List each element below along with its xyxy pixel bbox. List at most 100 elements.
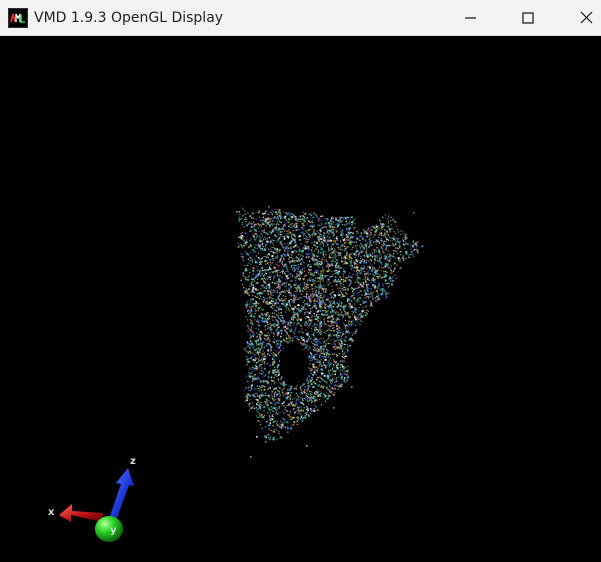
atom-point: [280, 377, 282, 379]
atom-point: [366, 268, 368, 270]
atom-point: [362, 306, 364, 309]
atom-point: [272, 294, 274, 297]
atom-point: [309, 323, 311, 326]
atom-point: [265, 344, 268, 347]
atom-point: [345, 276, 347, 278]
atom-point: [253, 226, 255, 228]
atom-point: [351, 232, 354, 234]
atom-point: [246, 397, 249, 400]
atom-point: [264, 355, 267, 357]
atom-point: [274, 247, 277, 250]
minimize-button[interactable]: [447, 0, 493, 36]
atom-point: [345, 249, 347, 251]
atom-point: [276, 292, 278, 294]
bond-segment: [390, 279, 393, 282]
atom-point: [324, 396, 327, 398]
atom-point: [309, 301, 311, 303]
atom-point: [287, 431, 289, 433]
atom-point: [361, 236, 363, 238]
atom-point: [386, 253, 388, 255]
atom-point: [320, 350, 322, 352]
atom-point: [304, 303, 306, 305]
atom-point: [305, 296, 308, 299]
atom-point: [289, 294, 291, 296]
bond-segment: [310, 249, 313, 252]
atom-point: [314, 354, 316, 356]
atom-point: [287, 243, 289, 245]
atom-point: [390, 280, 392, 282]
atom-point: [339, 370, 341, 372]
atom-point: [276, 226, 278, 228]
z-axis-arrow: [110, 468, 134, 518]
atom-point: [263, 394, 265, 397]
atom-point: [278, 209, 280, 211]
atom-point: [265, 243, 268, 246]
atom-point: [252, 368, 255, 370]
atom-point: [309, 266, 311, 268]
atom-point: [258, 239, 261, 241]
atom-point: [295, 328, 297, 330]
atom-point: [305, 315, 308, 318]
bond-segment: [312, 347, 316, 350]
molecule-rendering[interactable]: [0, 36, 601, 562]
bond-segment: [249, 298, 253, 301]
atom-point: [390, 254, 392, 256]
atom-point: [343, 257, 345, 259]
atom-point: [335, 361, 338, 363]
atom-point: [252, 294, 254, 297]
atom-point: [369, 269, 371, 271]
atom-point: [395, 277, 397, 280]
axes-indicator: x y z: [48, 456, 136, 542]
close-button[interactable]: [563, 0, 601, 36]
title-bar[interactable]: VMD 1.9.3 OpenGL Display: [0, 0, 601, 36]
atom-point: [355, 319, 357, 322]
atom-point: [318, 380, 321, 382]
atom-point: [369, 244, 371, 247]
atom-point: [310, 360, 312, 362]
atom-point: [307, 264, 309, 266]
atom-point: [304, 386, 307, 388]
atom-point: [350, 276, 352, 278]
atom-point: [247, 387, 250, 389]
atom-point: [306, 397, 308, 399]
bond-segment: [284, 304, 289, 309]
atom-point: [264, 329, 266, 331]
atom-point: [277, 398, 279, 400]
atom-point: [387, 263, 389, 265]
atom-point: [247, 345, 249, 347]
atom-point: [266, 363, 269, 365]
atom-point: [377, 293, 379, 295]
atom-point: [278, 250, 280, 252]
atom-point: [332, 251, 334, 254]
atom-point: [266, 278, 268, 281]
atom-point: [314, 329, 316, 332]
opengl-viewport[interactable]: x y z: [0, 36, 601, 562]
atom-point: [312, 295, 315, 297]
atom-point: [313, 335, 315, 337]
bond-segment: [348, 231, 351, 234]
atom-point: [404, 247, 406, 250]
atom-point: [312, 288, 314, 290]
bond-segment: [307, 385, 311, 389]
atom-point: [300, 409, 303, 412]
atom-point: [245, 240, 247, 243]
atom-point: [282, 282, 284, 284]
atom-point: [299, 418, 301, 420]
atom-point: [300, 330, 302, 333]
atom-point: [251, 402, 254, 404]
maximize-button[interactable]: [505, 0, 551, 36]
atom-point: [326, 260, 328, 263]
bond-segment: [288, 287, 292, 291]
atom-point: [246, 239, 248, 241]
atom-point: [305, 415, 307, 417]
bond-segment: [344, 330, 347, 335]
atom-point: [295, 287, 297, 289]
atom-point: [328, 233, 330, 235]
atom-point: [278, 288, 281, 290]
atom-point: [375, 255, 378, 257]
atom-point: [267, 433, 269, 435]
atom-point: [306, 388, 309, 391]
atom-point: [322, 300, 324, 302]
atom-point: [257, 289, 259, 291]
atom-point: [300, 336, 303, 339]
